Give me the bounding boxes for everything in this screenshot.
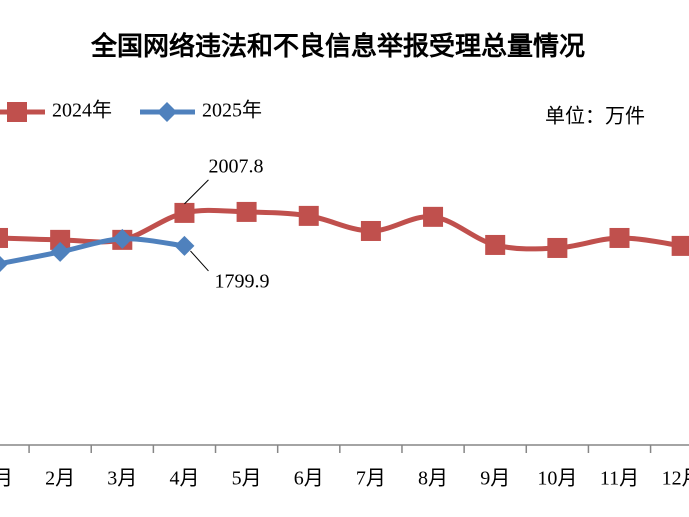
x-tick-label: 2月 xyxy=(45,468,75,490)
marker xyxy=(0,256,8,273)
x-tick-label: 8月 xyxy=(418,468,448,490)
series-line xyxy=(0,236,185,267)
marker xyxy=(50,229,71,250)
marker xyxy=(609,227,630,248)
marker xyxy=(0,227,8,248)
marker xyxy=(547,237,568,258)
marker xyxy=(7,102,27,122)
marker xyxy=(174,235,195,256)
marker xyxy=(485,234,506,255)
x-tick-label: 10月 xyxy=(537,468,577,490)
marker xyxy=(360,220,381,241)
x-tick-label: 7月 xyxy=(356,468,386,490)
legend-label: 2024年 xyxy=(52,99,112,122)
data-label: 1799.9 xyxy=(214,271,269,293)
x-tick-label: 3月 xyxy=(107,468,137,490)
x-tick-label: 1月 xyxy=(0,468,13,490)
leader-line xyxy=(184,179,209,205)
x-tick-label: 11月 xyxy=(600,468,639,490)
marker xyxy=(112,228,133,249)
x-tick-label: 9月 xyxy=(480,468,510,490)
marker xyxy=(298,205,319,226)
marker xyxy=(236,201,257,222)
leader-line xyxy=(190,250,209,272)
marker xyxy=(50,241,71,262)
data-label: 2007.8 xyxy=(208,156,263,178)
x-tick-label: 6月 xyxy=(294,468,324,490)
x-tick-label: 5月 xyxy=(232,468,262,490)
unit-label: 单位：万件 xyxy=(545,105,645,128)
marker xyxy=(157,102,177,122)
marker xyxy=(671,235,689,256)
x-tick-label: 12月 xyxy=(662,468,689,490)
chart-title: 全国网络违法和不良信息举报受理总量情况 xyxy=(90,31,585,61)
x-tick-label: 4月 xyxy=(169,468,199,490)
legend-label: 2025年 xyxy=(202,99,262,122)
marker xyxy=(174,202,195,223)
marker xyxy=(423,206,444,227)
